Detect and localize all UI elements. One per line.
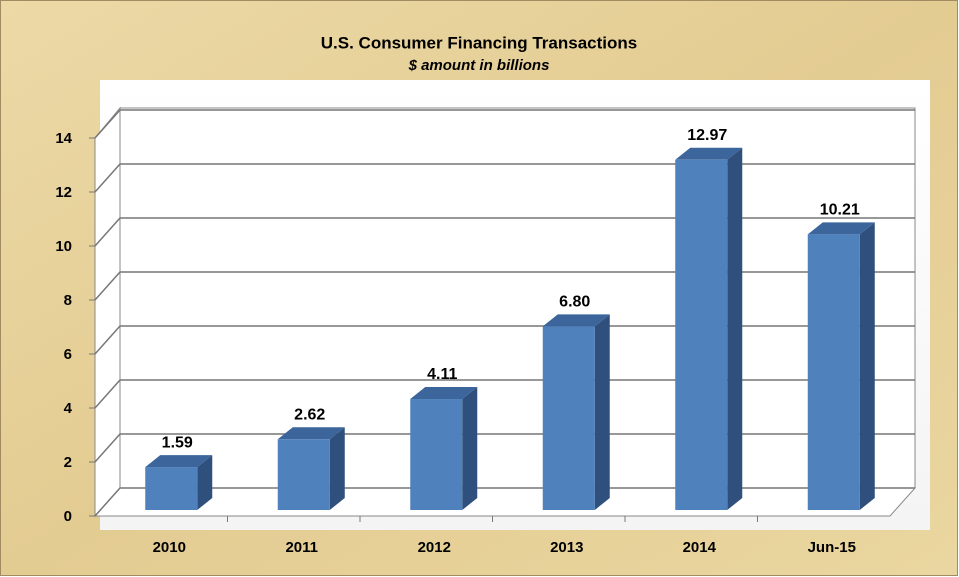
chart-subtitle: $ amount in billions (408, 57, 550, 74)
grid-line (94, 433, 915, 463)
x-tick-label: 2012 (418, 539, 451, 556)
bar (277, 439, 330, 510)
data-label: 12.97 (687, 127, 727, 144)
grid-line (94, 217, 915, 247)
y-tick-label: 8 (64, 292, 72, 309)
bar (542, 326, 595, 510)
y-tick-label: 10 (55, 238, 72, 255)
bar-top (675, 147, 743, 160)
bar-side (197, 455, 213, 510)
x-tick-label: 2010 (153, 539, 186, 556)
bar-side (727, 147, 743, 510)
bar-side (329, 427, 345, 510)
data-label: 1.59 (162, 434, 193, 451)
x-tick-label: 2014 (683, 539, 717, 556)
bar (675, 159, 728, 510)
bar-side (462, 387, 478, 510)
x-tick-label: 2013 (550, 539, 583, 556)
grid-line (94, 379, 915, 409)
grid-line (94, 271, 915, 301)
data-label: 6.80 (559, 294, 590, 311)
bar-top (277, 427, 345, 440)
grid-line (94, 487, 915, 517)
bar-side (594, 314, 610, 510)
y-tick-label: 4 (64, 400, 73, 417)
floor (93, 487, 917, 517)
bar-top (542, 314, 610, 327)
back-wall (119, 107, 916, 489)
x-tick-label: Jun-15 (808, 539, 856, 556)
x-tick-label: 2011 (285, 539, 318, 556)
bar (410, 399, 463, 510)
y-tick-label: 14 (55, 130, 72, 147)
bar-top (807, 222, 875, 235)
data-label: 10.21 (820, 202, 860, 219)
y-tick-label: 12 (55, 184, 72, 201)
grid-line (94, 325, 915, 355)
data-label: 2.62 (294, 406, 325, 423)
grid-line (94, 109, 915, 139)
grid-line (94, 163, 915, 193)
data-label: 4.11 (427, 366, 457, 383)
bar-top (145, 455, 213, 468)
chart-title: U.S. Consumer Financing Transactions (321, 33, 637, 52)
y-tick-label: 0 (64, 508, 72, 525)
bar (145, 467, 198, 510)
y-tick-label: 2 (64, 454, 72, 471)
bar (807, 234, 860, 510)
bar-top (410, 387, 478, 400)
bar-side (859, 222, 875, 510)
y-tick-label: 6 (64, 346, 72, 363)
